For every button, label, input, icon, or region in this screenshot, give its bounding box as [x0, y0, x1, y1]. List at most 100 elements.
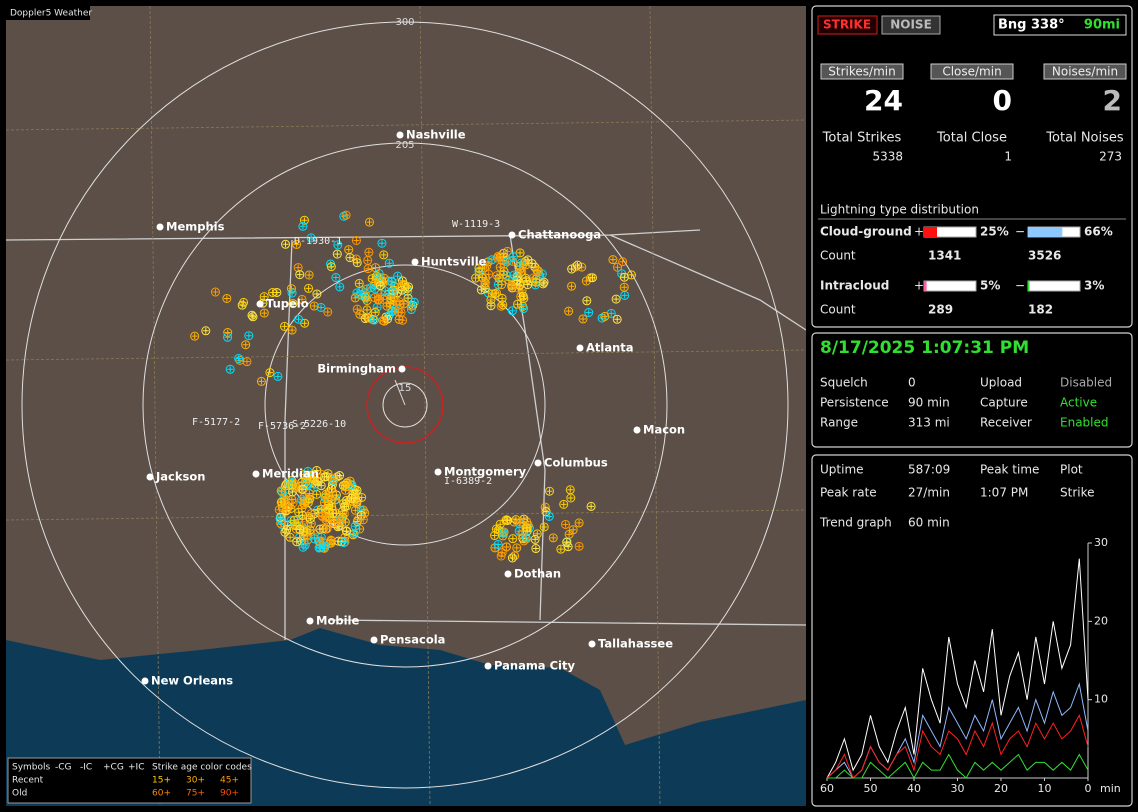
- type-name: Cloud-ground: [820, 225, 912, 239]
- x-tick-label: 60: [820, 782, 834, 795]
- city-dot: [156, 223, 164, 231]
- strike-symbol: [334, 251, 341, 258]
- strike-symbol: [343, 527, 350, 534]
- strike-symbol: [339, 211, 349, 221]
- strike-symbol: [509, 554, 516, 561]
- noise-button[interactable]: [881, 15, 941, 35]
- strike-symbol: [523, 534, 530, 541]
- strike-symbol: [582, 296, 592, 306]
- map[interactable]: 300 205 15 Nashville Memphis Huntsville Chatta…: [6, 6, 806, 806]
- x-tick-label: 0: [1085, 782, 1092, 795]
- strike-symbol: [379, 250, 389, 260]
- strike-symbol: [618, 257, 628, 267]
- strike-symbol: [389, 288, 396, 295]
- strike-symbol: [303, 511, 313, 521]
- range-label: 205: [395, 140, 414, 151]
- strike-symbol: [307, 526, 314, 533]
- strike-symbol: [352, 499, 362, 509]
- strike-symbol: [394, 273, 401, 280]
- strike-symbol: [310, 534, 320, 544]
- strike-symbol: [474, 263, 484, 273]
- x-tick-label: 10: [1038, 782, 1052, 795]
- strike-symbol: [597, 313, 607, 323]
- strike-symbol: [287, 288, 297, 298]
- strike-symbol: [570, 526, 577, 533]
- strike-symbol: [516, 258, 526, 268]
- strike-symbol: [356, 280, 363, 287]
- strike-symbol: [326, 262, 336, 272]
- strike-symbol: [382, 288, 389, 295]
- strike-symbol: [323, 469, 333, 479]
- pct-bar: [924, 227, 937, 237]
- strike-symbol: [574, 518, 584, 528]
- strike-symbol: [561, 519, 571, 529]
- strike-symbol: [225, 364, 235, 374]
- strike-symbol: [362, 296, 372, 306]
- status-text: Active: [1060, 396, 1097, 410]
- strike-symbol: [574, 541, 584, 551]
- strike-symbol: [532, 529, 542, 539]
- strike-symbol: [374, 304, 381, 311]
- strike-symbol: [295, 509, 302, 516]
- strikes: [190, 210, 636, 563]
- strike-symbol: [324, 308, 331, 315]
- strike-symbol: [298, 542, 308, 552]
- strike-symbol: [306, 472, 313, 479]
- strike-symbol: [295, 524, 305, 534]
- strike-button[interactable]: [817, 15, 878, 35]
- strike-symbol: [354, 306, 361, 313]
- strike-symbol: [354, 278, 364, 288]
- status-text: Range: [820, 416, 858, 430]
- strike-symbol: [493, 539, 503, 549]
- strike-symbol: [289, 290, 296, 297]
- pct-label: 25%: [980, 225, 1009, 239]
- city-dot: [141, 677, 149, 685]
- range-label: 300: [395, 17, 414, 28]
- strike-symbol: [576, 519, 583, 526]
- strike-symbol: [476, 265, 483, 272]
- strike-symbol: [279, 321, 289, 331]
- strike-symbol: [352, 523, 359, 530]
- legend-label: Strike age color codes: [152, 763, 252, 773]
- strike-symbol: [375, 297, 382, 304]
- counter-button[interactable]: [820, 63, 904, 80]
- strike-symbol: [394, 314, 404, 324]
- state-borders: [6, 229, 806, 640]
- counter-button[interactable]: [930, 63, 1014, 80]
- strike-symbol: [308, 234, 315, 241]
- strike-symbol: [323, 494, 333, 504]
- storm-label: I-6389-2: [444, 476, 492, 487]
- bearing-line: [394, 379, 406, 406]
- noise-button-label: NOISE: [890, 18, 932, 32]
- city-label: Tallahassee: [598, 637, 673, 651]
- strike-symbol: [328, 503, 335, 510]
- count-label: Count: [820, 303, 856, 317]
- strike-symbol: [331, 496, 338, 503]
- strike-symbol: [408, 306, 415, 313]
- city-dot: [484, 662, 492, 670]
- strike-symbol: [492, 270, 502, 280]
- strike-symbol: [501, 542, 511, 552]
- strike-symbol: [364, 257, 371, 264]
- strike-symbol: [201, 326, 211, 336]
- strike-symbol: [323, 307, 333, 317]
- strike-symbol: [295, 316, 302, 323]
- strike-symbol: [277, 515, 284, 522]
- pct-label: 66%: [1084, 225, 1113, 239]
- strike-symbol: [377, 238, 387, 248]
- legend-age: 30+: [186, 776, 205, 786]
- strike-symbol: [227, 366, 234, 373]
- strike-symbol: [285, 532, 295, 542]
- strike-symbol: [403, 286, 413, 296]
- strike-symbol: [259, 292, 269, 302]
- storm-label: F-5736-2: [258, 421, 306, 432]
- strike-symbol: [385, 312, 392, 319]
- strike-symbol: [510, 253, 517, 260]
- city-label: Huntsville: [421, 255, 487, 269]
- sign: +: [914, 279, 924, 293]
- strike-symbol: [281, 323, 288, 330]
- city-dot: [576, 344, 584, 352]
- counter-button[interactable]: [1043, 63, 1127, 80]
- strike-symbol: [481, 273, 491, 283]
- strike-symbol: [524, 256, 531, 263]
